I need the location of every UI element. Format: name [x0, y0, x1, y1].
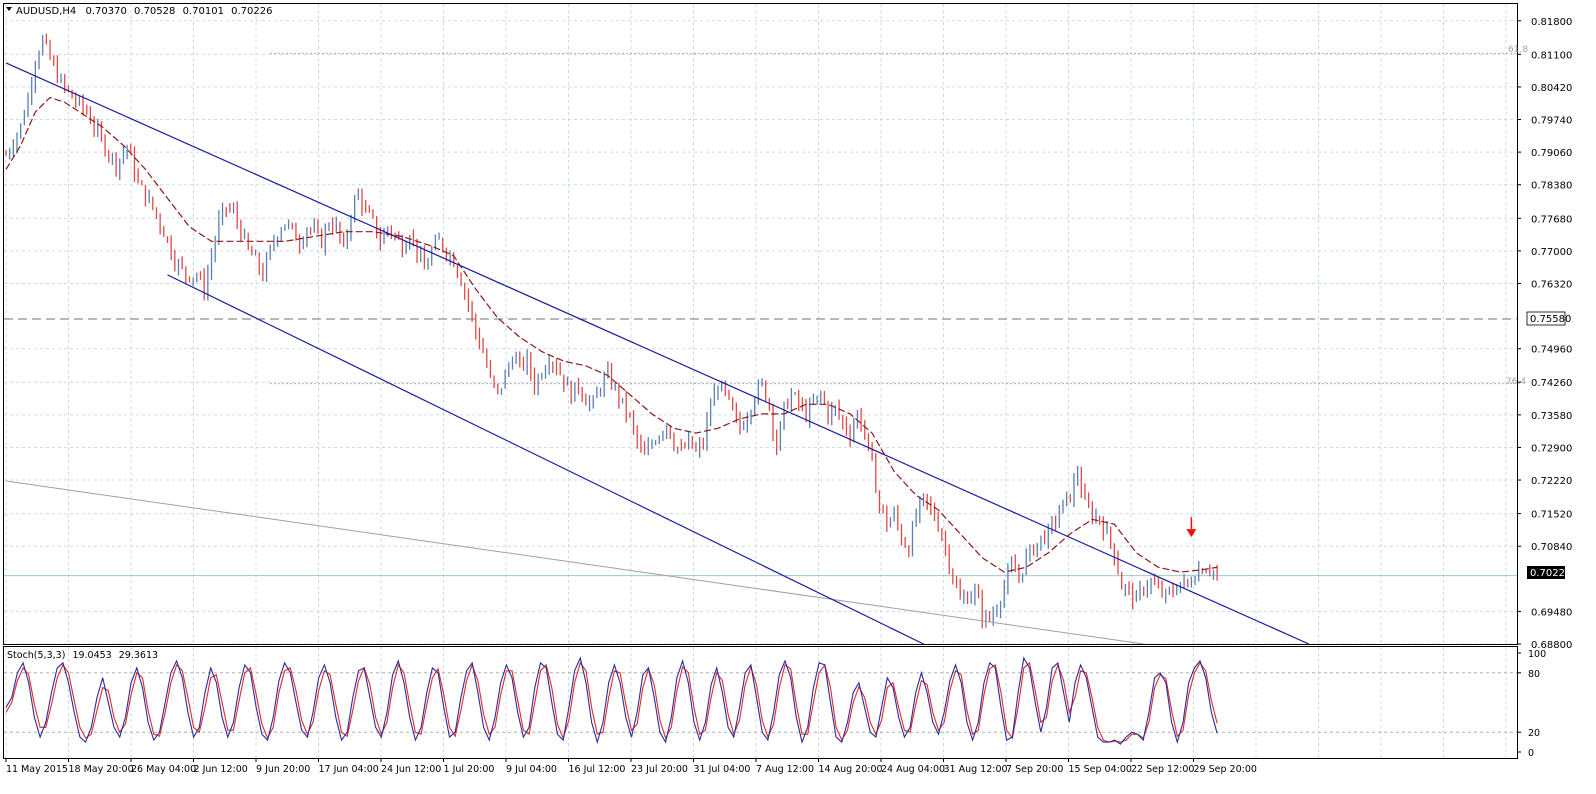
trend-lines — [5, 62, 1310, 645]
price-tick-label: 0.68800 — [1531, 640, 1572, 651]
level-price-tag: 0.75580 — [1526, 311, 1571, 326]
stoch-lines — [5, 656, 1218, 745]
stoch-axis: 100 80 20 0 — [1517, 649, 1546, 759]
stoch-tick-label: 20 — [1528, 728, 1540, 739]
price-tick-label: 0.77000 — [1531, 247, 1572, 258]
collapse-triangle-icon[interactable] — [6, 7, 12, 11]
stoch-header: Stoch(5,3,3) 19.0453 29.3613 — [7, 650, 158, 661]
current-price-label: 0.70226 — [1530, 568, 1571, 579]
time-tick-label: 18 May 20:00 — [69, 764, 134, 775]
time-tick-label: 16 Jul 12:00 — [569, 764, 626, 775]
time-tick-label: 7 Sep 20:00 — [1006, 764, 1063, 775]
channel-upper-line — [5, 62, 1310, 645]
time-tick-label: 22 Sep 12:00 — [1131, 764, 1194, 775]
price-tick-label: 0.74960 — [1531, 345, 1572, 356]
time-tick-label: 31 Jul 04:00 — [694, 764, 751, 775]
time-tick-label: 24 Aug 04:00 — [881, 764, 945, 775]
price-tick-label: 0.72900 — [1531, 443, 1572, 454]
time-tick-label: 24 Jun 12:00 — [381, 764, 441, 775]
time-tick-label: 17 Jun 04:00 — [319, 764, 379, 775]
main-overlays — [4, 52, 1517, 577]
time-tick-label: 7 Aug 12:00 — [756, 764, 814, 775]
sell-arrow-icon — [1186, 517, 1197, 538]
stoch-pane-border — [3, 646, 1518, 759]
price-tick-label: 0.79060 — [1531, 148, 1572, 159]
stoch-main-line — [5, 656, 1218, 745]
time-tick-label: 2 Jun 12:00 — [194, 764, 248, 775]
stoch-tick-label: 0 — [1528, 748, 1534, 759]
price-tick-label: 0.74260 — [1531, 378, 1572, 389]
price-tick-label: 0.72220 — [1531, 476, 1572, 487]
stoch-signal-line — [5, 661, 1218, 743]
price-axis: 0.81800 0.81100 0.80420 0.79740 0.79060 0.783… — [1517, 17, 1572, 651]
channel-lower-line — [167, 274, 924, 645]
stoch-signal-value: 29.3613 — [119, 650, 158, 661]
low-value: 0.70101 — [183, 6, 224, 17]
time-tick-label: 1 Jul 20:00 — [444, 764, 495, 775]
price-tick-label: 0.69480 — [1531, 607, 1572, 618]
svg-text:Stoch(5,3,3) 19.0453: Stoch(5,3,3) 19.0453 29.3613 — [7, 650, 158, 661]
time-tick-label: 9 Jul 04:00 — [506, 764, 557, 775]
price-tick-label: 0.73580 — [1531, 411, 1572, 422]
stoch-tick-label: 100 — [1528, 649, 1546, 660]
time-tick-label: 26 May 04:00 — [131, 764, 196, 775]
time-tick-label: 31 Aug 12:00 — [944, 764, 1008, 775]
moving-average — [5, 96, 1218, 573]
stoch-main-value: 19.0453 — [72, 650, 111, 661]
fib-618-label: 61.8 — [1508, 45, 1528, 55]
level-price-label: 0.75580 — [1530, 314, 1571, 325]
main-pane-border — [3, 3, 1518, 645]
support-line — [5, 480, 1144, 645]
symbol-label: AUDUSD,H4 — [16, 6, 76, 17]
high-value: 0.70528 — [134, 6, 175, 17]
time-tick-label: 9 Jun 20:00 — [256, 764, 310, 775]
svg-text:AUDUSD,H4 0.70370: AUDUSD,H4 0.70370 0.70528 0.70101 0.7022… — [16, 6, 272, 17]
time-tick-label: 15 Sep 04:00 — [1069, 764, 1132, 775]
stoch-tick-label: 80 — [1528, 669, 1540, 680]
close-value: 0.70226 — [231, 6, 272, 17]
fib-764-label: 76.4 — [1506, 377, 1526, 387]
time-tick-label: 11 May 2015 — [6, 764, 68, 775]
main-header: AUDUSD,H4 0.70370 0.70528 0.70101 0.7022… — [6, 6, 272, 17]
time-tick-label: 23 Jul 20:00 — [631, 764, 688, 775]
price-tick-label: 0.80420 — [1531, 83, 1572, 94]
price-tick-label: 0.71520 — [1531, 510, 1572, 521]
time-tick-label: 29 Sep 20:00 — [1194, 764, 1257, 775]
current-price-tag: 0.70226 — [1527, 566, 1571, 579]
time-tick-label: 14 Aug 20:00 — [819, 764, 883, 775]
stoch-grid — [4, 647, 1517, 758]
stoch-title: Stoch(5,3,3) — [7, 650, 65, 661]
price-tick-label: 0.81100 — [1531, 50, 1572, 61]
sell-arrow-head — [1186, 529, 1197, 538]
price-tick-label: 0.70840 — [1531, 542, 1572, 553]
price-tick-label: 0.78380 — [1531, 181, 1572, 192]
price-tick-label: 0.79740 — [1531, 116, 1572, 127]
price-tick-label: 0.81800 — [1531, 17, 1572, 28]
moving-average-line — [5, 96, 1218, 573]
open-value: 0.70370 — [85, 6, 126, 17]
price-tick-label: 0.77680 — [1531, 214, 1572, 225]
price-tick-label: 0.76320 — [1531, 279, 1572, 290]
